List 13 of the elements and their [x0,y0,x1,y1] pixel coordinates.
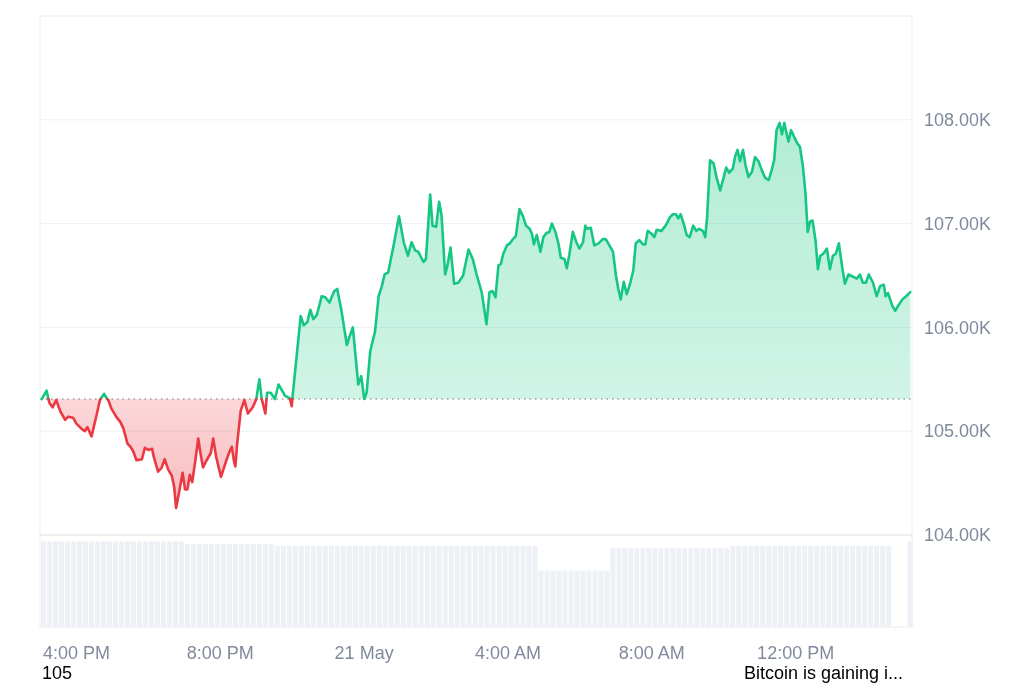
x-tick-label: 4:00 AM [474,642,541,663]
y-tick-label: 108.00K [924,110,992,131]
text: 105 [42,663,73,683]
text: Bitcoin is gaining i... [743,663,903,683]
x-tick-label: 8:00 PM [186,642,254,663]
y-tick-label: 105.00K [924,421,992,442]
y-tick-label: 104.00K [924,525,992,546]
y-tick-label: 107.00K [924,213,992,234]
x-tick-label: 4:00 PM [42,642,110,663]
x-tick-label: 21 May [334,642,394,663]
y-tick-label: 106.00K [924,317,992,338]
x-tick-label: 8:00 AM [618,642,685,663]
x-tick-label: 12:00 PM [757,642,835,663]
